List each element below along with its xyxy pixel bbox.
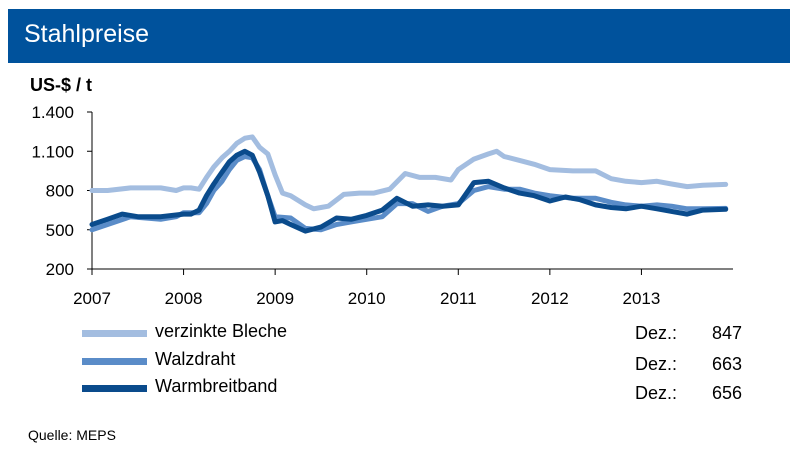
y-tick-label: 500 bbox=[46, 221, 74, 240]
legend-month-walzdraht: Dez.: bbox=[635, 354, 678, 374]
x-tick-label: 2012 bbox=[531, 289, 569, 308]
chart-series bbox=[89, 134, 729, 234]
x-tick-label: 2013 bbox=[623, 289, 661, 308]
x-tick-label: 2009 bbox=[256, 289, 294, 308]
chart-title: Stahlpreise bbox=[24, 20, 150, 48]
y-tick-label: 200 bbox=[46, 260, 74, 279]
legend-month-warmbreitband: Dez.: bbox=[635, 383, 678, 403]
x-tick-label: 2008 bbox=[165, 289, 203, 308]
chart-axes: 200 500 800 1.100 1.400 2007 2008 2009 2010 2011 2… bbox=[31, 103, 733, 308]
legend-swatch-verzinkte-bleche bbox=[82, 330, 147, 337]
legend-label-verzinkte-bleche: verzinkte Bleche bbox=[155, 321, 288, 341]
y-tick-label: 1.100 bbox=[31, 142, 74, 161]
legend-value-verzinkte-bleche: 847 bbox=[711, 323, 742, 343]
chart-header: Stahlpreise bbox=[8, 9, 790, 63]
x-tick-label: 2010 bbox=[348, 289, 386, 308]
legend-month-verzinkte-bleche: Dez.: bbox=[635, 323, 678, 343]
legend-swatch-warmbreitband bbox=[82, 385, 147, 392]
legend-value-warmbreitband: 656 bbox=[711, 383, 742, 403]
series-line-warmbreitband bbox=[89, 148, 729, 234]
legend-value-walzdraht: 663 bbox=[711, 354, 742, 374]
series-line-walzdraht bbox=[89, 154, 729, 233]
y-axis-label: US-$ / t bbox=[30, 75, 93, 95]
source-note: Quelle: MEPS bbox=[28, 427, 116, 443]
legend-swatch-walzdraht bbox=[82, 358, 147, 365]
x-tick-label: 2011 bbox=[440, 289, 477, 308]
y-tick-label: 800 bbox=[46, 182, 74, 201]
y-tick-label: 1.400 bbox=[31, 103, 74, 122]
x-tick-label: 2007 bbox=[73, 289, 111, 308]
legend-label-warmbreitband: Warmbreitband bbox=[155, 376, 278, 396]
legend-label-walzdraht: Walzdraht bbox=[155, 349, 236, 369]
series-line-verzinkte-bleche bbox=[89, 134, 729, 212]
